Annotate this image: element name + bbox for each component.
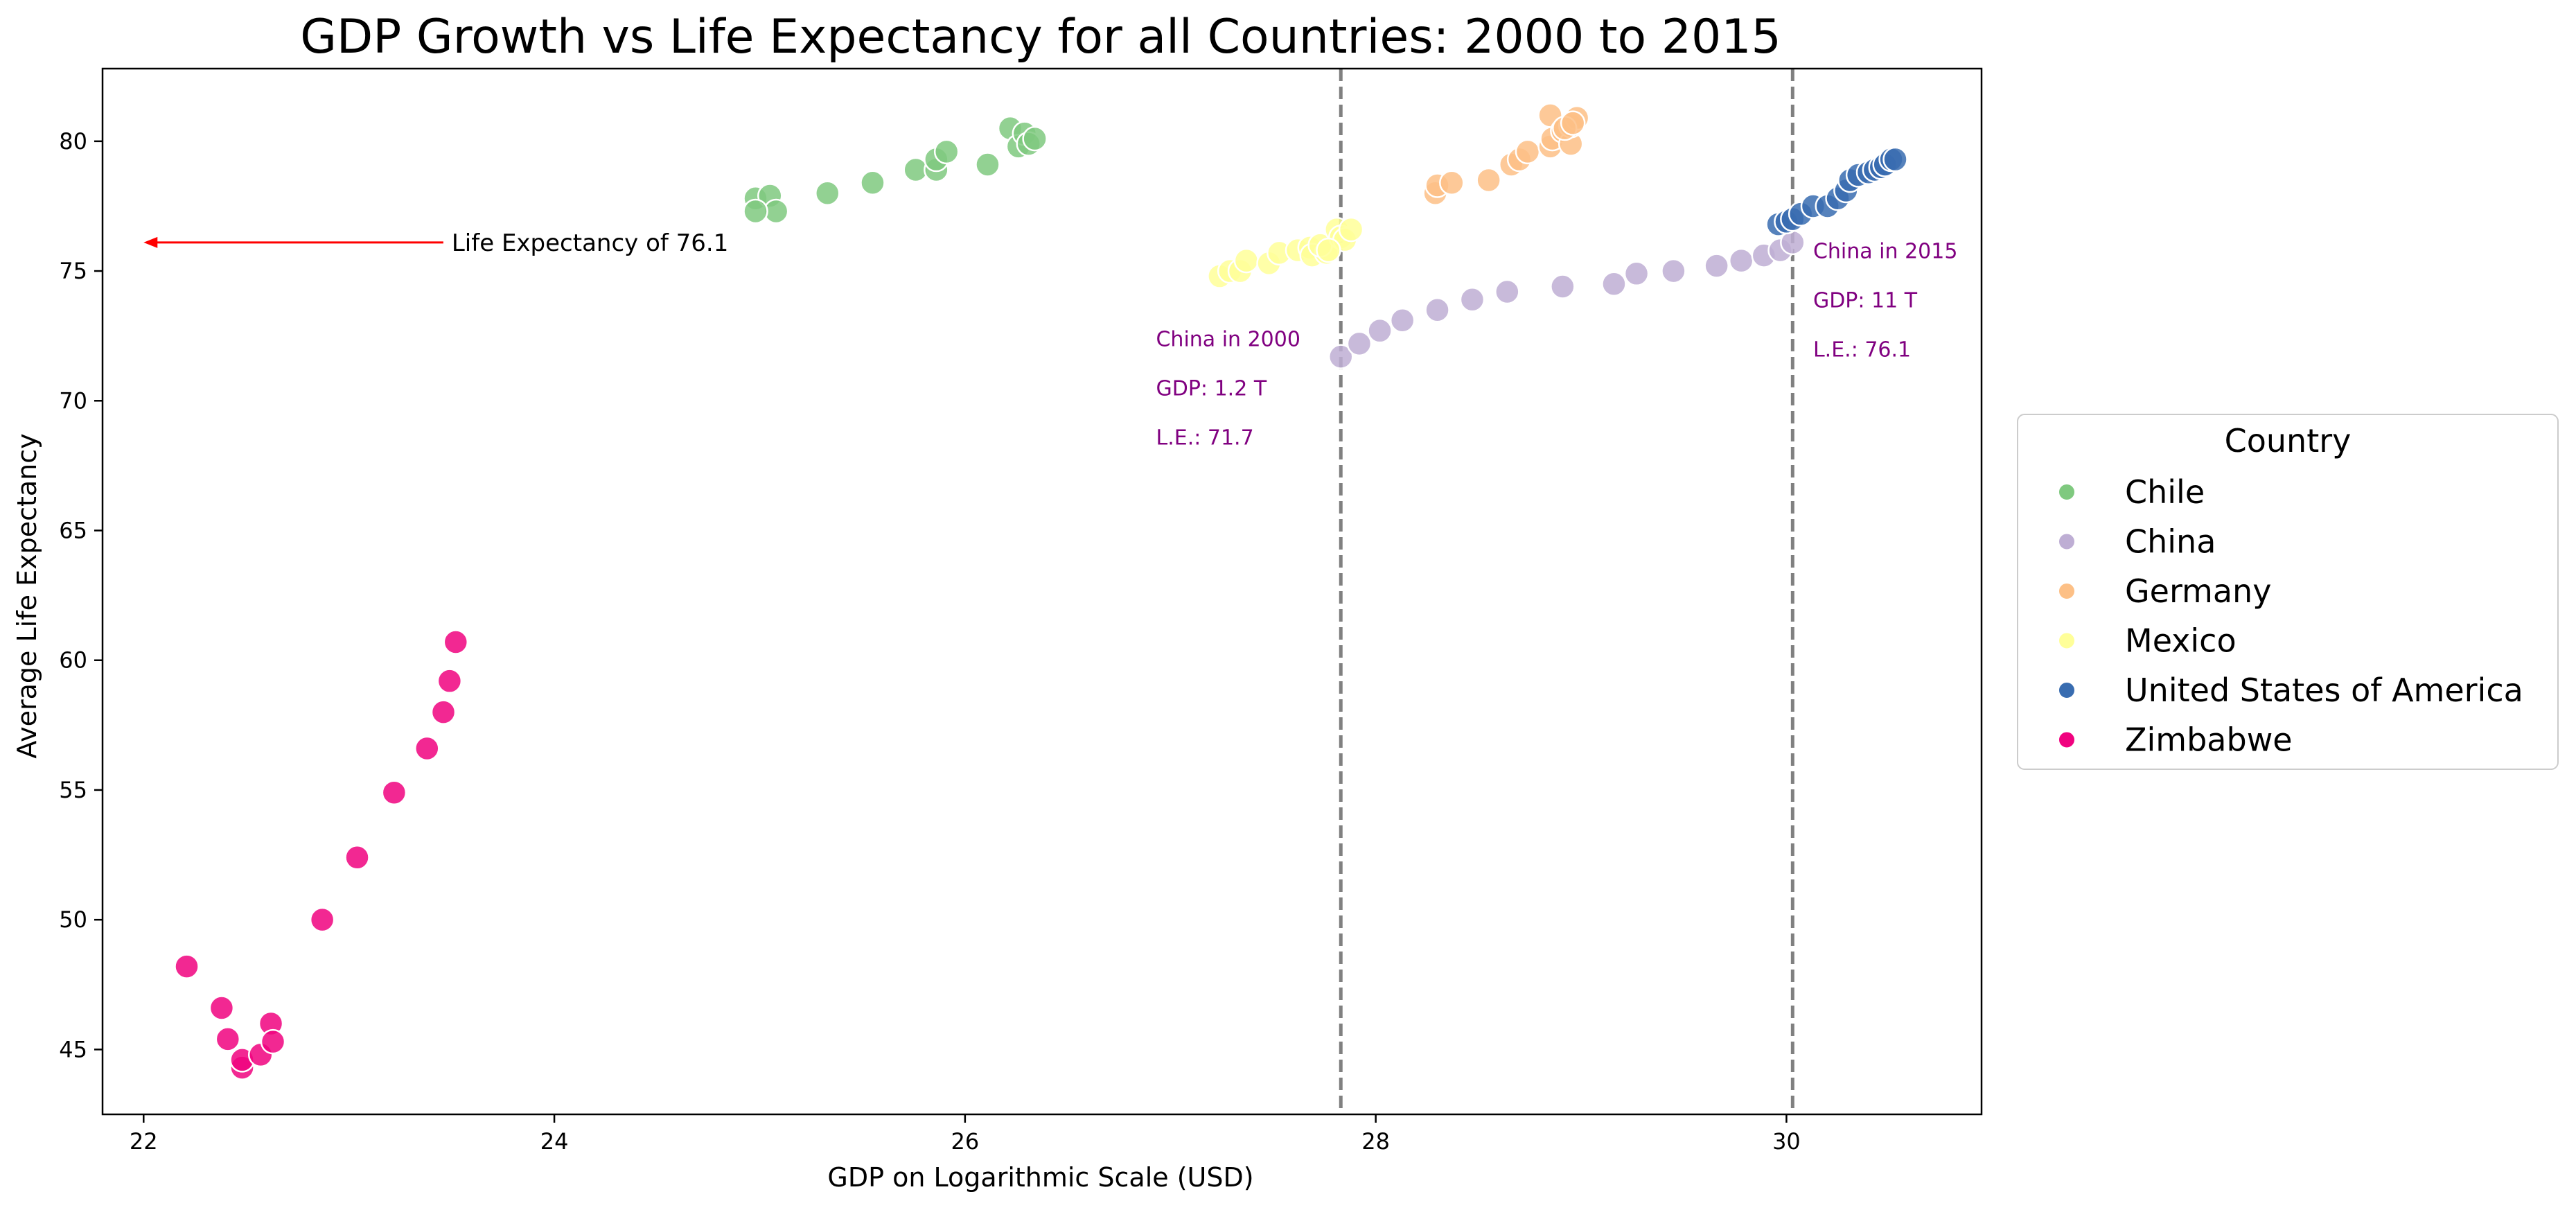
legend-marker-united-states-of-america — [2058, 681, 2076, 699]
series-china — [1328, 229, 1806, 369]
legend-label-united-states-of-america: United States of America — [2125, 672, 2523, 709]
data-point-united-states-of-america — [1882, 146, 1908, 173]
legend-label-china: China — [2125, 523, 2216, 561]
y-tick-label: 75 — [59, 258, 87, 284]
data-point-zimbabwe — [430, 699, 457, 725]
y-tick-label: 70 — [59, 387, 87, 414]
annotation-2-line-1: China in 2015 — [1813, 239, 1957, 263]
x-tick-label: 28 — [1361, 1128, 1390, 1155]
data-point-china — [1623, 261, 1650, 287]
y-tick-label: 60 — [59, 647, 87, 674]
x-tick-label: 26 — [951, 1128, 979, 1155]
data-point-china — [1550, 274, 1576, 299]
y-tick-label: 80 — [59, 128, 87, 155]
data-point-zimbabwe — [174, 954, 200, 979]
y-axis-label: Average Life Expectancy — [12, 433, 42, 758]
series-chile — [743, 115, 1048, 225]
data-point-germany — [1515, 139, 1541, 165]
axes: 22 24 26 28 30 45 50 55 60 65 70 75 80 — [59, 67, 1983, 1155]
annotation-1-line-2: GDP: 1.2 T — [1156, 377, 1267, 401]
series-mexico — [1207, 216, 1364, 289]
data-point-chile — [743, 198, 768, 225]
annotation-2-line-2: GDP: 11 T — [1813, 288, 1918, 313]
data-point-zimbabwe — [443, 629, 469, 655]
x-tick-label: 22 — [130, 1128, 158, 1155]
arrow-label: Life Expectancy of 76.1 — [452, 229, 729, 257]
annotation-1-line-1: China in 2000 — [1156, 328, 1300, 352]
data-point-zimbabwe — [381, 780, 407, 805]
data-point-mexico — [1338, 216, 1364, 243]
data-point-china — [1424, 297, 1450, 323]
data-point-china — [1389, 307, 1415, 333]
legend-label-germany: Germany — [2125, 572, 2271, 610]
plot-area: China in 2000 GDP: 1.2 T L.E.: 71.7 China i… — [143, 69, 1957, 1114]
data-point-china — [1346, 331, 1373, 357]
data-point-china — [1661, 258, 1686, 284]
data-point-china — [1704, 253, 1729, 279]
y-tick-label: 65 — [59, 518, 87, 544]
data-point-zimbabwe — [215, 1026, 241, 1052]
data-point-china — [1367, 317, 1393, 344]
data-point-chile — [1022, 125, 1048, 152]
legend-marker-chile — [2058, 483, 2076, 501]
data-point-chile — [975, 152, 1000, 177]
data-point-mexico — [1233, 247, 1260, 274]
data-point-china — [1601, 271, 1627, 297]
series-united-states-of-america — [1765, 146, 1908, 237]
plot-frame — [101, 67, 1983, 1116]
legend-frame — [2017, 414, 2559, 770]
y-tick-label: 45 — [59, 1036, 87, 1062]
y-tick-label: 55 — [59, 777, 87, 803]
legend-marker-zimbabwe — [2058, 730, 2076, 749]
data-point-chile — [933, 139, 960, 165]
data-point-germany — [1476, 167, 1501, 193]
x-axis-label: GDP on Logarithmic Scale (USD) — [827, 1162, 1253, 1193]
data-point-chile — [815, 180, 840, 206]
data-point-germany — [1439, 170, 1465, 196]
data-point-china — [1728, 247, 1754, 274]
data-point-zimbabwe — [414, 735, 440, 762]
data-point-china — [1459, 287, 1485, 313]
series-zimbabwe — [174, 629, 469, 1080]
legend-title: Country — [2225, 422, 2352, 459]
annotation-1-line-3: L.E.: 71.7 — [1156, 426, 1253, 450]
annotation-2-line-3: L.E.: 76.1 — [1813, 337, 1911, 362]
legend: Country Chile China Germany Mexico United St… — [2017, 414, 2559, 770]
data-point-mexico — [1316, 237, 1341, 263]
legend-label-zimbabwe: Zimbabwe — [2125, 721, 2293, 759]
x-tick-label: 30 — [1772, 1128, 1801, 1155]
legend-label-mexico: Mexico — [2125, 622, 2237, 660]
data-point-zimbabwe — [209, 995, 235, 1021]
legend-marker-mexico — [2058, 631, 2076, 650]
data-point-china — [1494, 279, 1520, 305]
data-point-zimbabwe — [260, 1028, 286, 1055]
chart-title: GDP Growth vs Life Expectancy for all Co… — [300, 10, 1781, 64]
legend-marker-china — [2058, 532, 2076, 551]
data-point-zimbabwe — [436, 668, 463, 694]
legend-marker-germany — [2058, 582, 2076, 600]
arrow-head — [143, 236, 158, 248]
series-germany — [1422, 103, 1590, 206]
data-point-zimbabwe — [309, 906, 335, 933]
data-point-germany — [1560, 110, 1586, 136]
data-point-chile — [860, 170, 885, 196]
y-tick-label: 50 — [59, 906, 87, 933]
data-point-china — [1328, 344, 1354, 369]
x-tick-label: 24 — [540, 1128, 569, 1155]
legend-label-chile: Chile — [2125, 473, 2205, 511]
data-point-zimbabwe — [344, 845, 370, 870]
